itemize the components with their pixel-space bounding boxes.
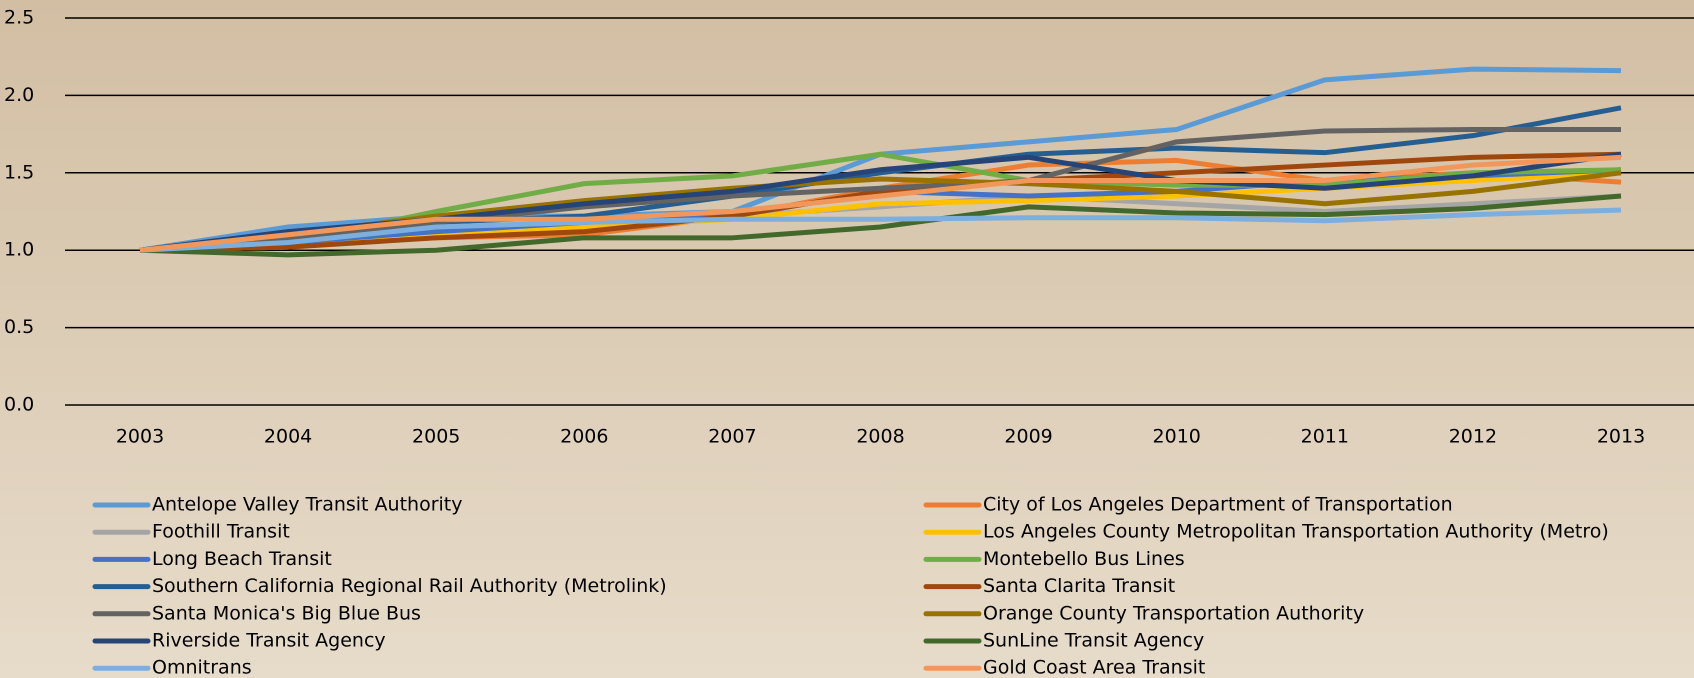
x-tick-label: 2006 [560, 426, 608, 448]
legend-label: Santa Monica's Big Blue Bus [152, 602, 421, 624]
x-tick-label: 2012 [1449, 426, 1497, 448]
x-tick-label: 2009 [1004, 426, 1052, 448]
x-tick-label: 2013 [1597, 426, 1645, 448]
x-tick-label: 2004 [264, 426, 312, 448]
legend-label: City of Los Angeles Department of Transp… [983, 494, 1453, 516]
legend-label: Southern California Regional Rail Author… [152, 575, 667, 597]
x-tick-label: 2005 [412, 426, 460, 448]
x-tick-label: 2008 [856, 426, 904, 448]
legend-label: Montebello Bus Lines [983, 548, 1185, 570]
series-line [139, 151, 1622, 253]
legend-label: Omnitrans [152, 657, 252, 678]
y-tick-label: 1.0 [4, 239, 34, 261]
legend-label: Foothill Transit [152, 521, 290, 543]
y-tick-label: 0.0 [4, 394, 34, 416]
series-line [139, 207, 1622, 253]
x-tick-label: 2011 [1301, 426, 1349, 448]
y-tick-label: 0.5 [4, 316, 34, 338]
legend-label: Riverside Transit Agency [152, 630, 386, 652]
y-tick-label: 1.5 [4, 161, 34, 183]
y-tick-label: 2.5 [4, 7, 34, 29]
legend-label: Santa Clarita Transit [983, 575, 1175, 597]
series-line [139, 193, 1622, 258]
x-tick-label: 2007 [708, 426, 756, 448]
y-tick-label: 2.0 [4, 84, 34, 106]
legend-label: Antelope Valley Transit Authority [152, 494, 463, 516]
legend-label: SunLine Transit Agency [983, 630, 1204, 652]
series-line [139, 154, 1622, 253]
x-tick-label: 2010 [1153, 426, 1201, 448]
legend-label: Gold Coast Area Transit [983, 657, 1205, 678]
series-line [139, 126, 1621, 253]
legend-label: Orange County Transportation Authority [983, 602, 1364, 624]
x-tick-label: 2003 [116, 426, 164, 448]
legend-label: Los Angeles County Metropolitan Transpor… [983, 521, 1609, 543]
legend-label: Long Beach Transit [152, 548, 332, 570]
